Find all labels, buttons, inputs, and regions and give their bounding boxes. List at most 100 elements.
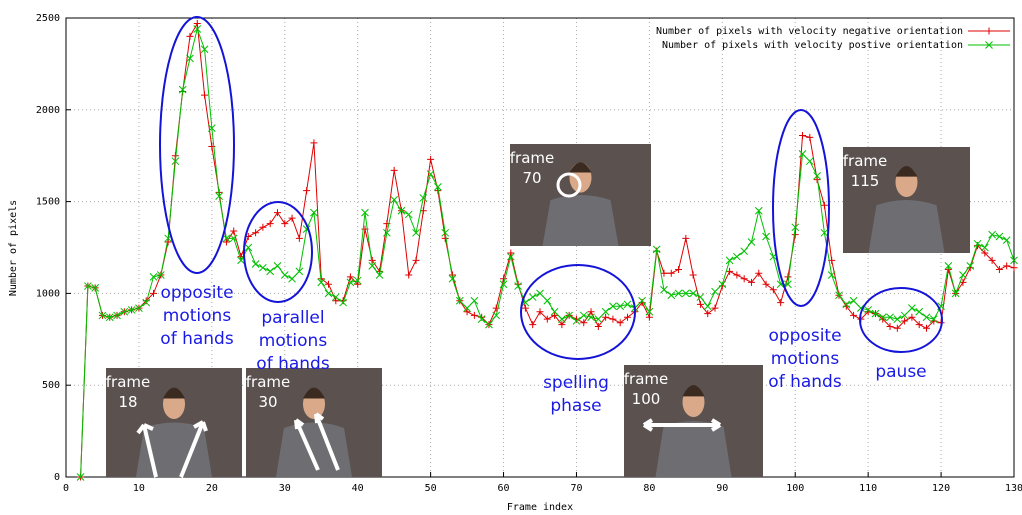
point-marker <box>543 296 552 305</box>
point-marker <box>105 313 114 322</box>
point-marker <box>230 227 238 235</box>
point-marker <box>981 249 989 257</box>
plot-frame <box>65 17 1015 478</box>
highlight-circle <box>556 172 582 198</box>
y-tick-label: 2000 <box>36 105 60 116</box>
point-marker <box>332 297 340 305</box>
y-axis-label: Number of pixels <box>8 200 19 296</box>
point-marker <box>207 124 216 133</box>
point-marker <box>273 262 282 270</box>
annotation: motions <box>771 349 840 369</box>
point-marker <box>1002 236 1011 245</box>
point-marker <box>193 20 201 28</box>
annotation: motions <box>259 331 328 351</box>
point-marker <box>558 321 566 329</box>
point-marker <box>470 311 478 319</box>
point-marker <box>244 243 253 252</box>
point-marker <box>602 313 610 321</box>
point-marker <box>477 315 486 323</box>
point-marker <box>84 282 92 290</box>
point-marker <box>288 214 296 222</box>
point-marker <box>135 304 143 312</box>
y-tick-label: 2500 <box>36 13 60 24</box>
point-marker <box>427 155 435 163</box>
point-marker <box>492 304 500 312</box>
point-marker <box>878 313 887 322</box>
point-marker <box>252 229 260 237</box>
point-marker <box>944 262 953 270</box>
point-marker <box>572 317 581 325</box>
point-marker <box>1010 256 1018 265</box>
point-marker <box>412 256 420 264</box>
point-marker <box>485 320 493 329</box>
point-marker <box>652 245 661 254</box>
point-marker <box>127 306 136 314</box>
x-tick-label: 80 <box>643 483 655 494</box>
point-marker <box>995 266 1003 274</box>
point-marker <box>733 271 741 279</box>
y-tick-label: 0 <box>54 472 60 483</box>
point-marker <box>951 289 960 298</box>
annotation: of hands <box>256 354 330 374</box>
point-marker <box>922 324 930 332</box>
point-marker <box>222 234 231 243</box>
point-marker <box>412 228 420 237</box>
point-marker <box>404 210 413 219</box>
point-marker <box>419 194 428 202</box>
point-marker <box>426 170 435 178</box>
photo-hair <box>682 385 705 397</box>
point-marker <box>325 280 333 288</box>
point-marker <box>624 313 632 321</box>
inset-photo: frame 70 <box>510 144 651 246</box>
point-marker <box>91 284 100 292</box>
point-marker <box>835 291 843 300</box>
y-tick-label: 500 <box>42 380 60 391</box>
point-marker <box>507 249 515 257</box>
point-marker <box>791 231 799 239</box>
photo-hair <box>163 387 185 399</box>
point-marker <box>331 293 340 301</box>
point-marker <box>229 234 238 243</box>
inset-label: 70 <box>522 169 541 187</box>
point-marker <box>288 274 296 283</box>
point-marker <box>543 315 551 323</box>
point-marker <box>784 280 792 289</box>
point-marker <box>98 311 107 320</box>
point-marker <box>703 302 712 311</box>
point-marker <box>463 308 471 316</box>
point-marker <box>390 195 399 204</box>
point-marker <box>733 252 741 261</box>
point-marker <box>805 157 814 166</box>
point-marker <box>280 271 289 279</box>
point-marker <box>266 267 275 276</box>
point-marker <box>506 252 515 261</box>
point-marker <box>799 132 807 140</box>
point-marker <box>740 247 749 256</box>
point-marker <box>820 201 828 209</box>
inset-label: 100 <box>632 390 661 408</box>
point-marker <box>390 166 398 174</box>
annotation: of hands <box>160 329 234 349</box>
point-marker <box>696 300 704 308</box>
inset-label: frame <box>510 149 554 167</box>
point-marker <box>499 280 508 289</box>
point-marker <box>281 220 289 228</box>
photo-hair <box>895 166 918 177</box>
x-tick-label: 100 <box>786 483 804 494</box>
point-marker <box>900 311 909 320</box>
point-marker <box>550 307 559 316</box>
point-marker <box>142 298 151 307</box>
point-marker <box>251 260 260 268</box>
highlight-ellipse <box>520 264 636 360</box>
point-marker <box>908 313 916 321</box>
point-marker <box>980 243 989 252</box>
point-marker <box>827 271 836 279</box>
point-marker <box>120 307 129 316</box>
y-tick-label: 1000 <box>36 288 60 299</box>
x-tick-label: 30 <box>279 483 291 494</box>
point-marker <box>791 223 800 232</box>
legend-label: Number of pixels with velocity postive o… <box>662 40 963 51</box>
point-marker <box>682 234 690 242</box>
point-marker <box>988 230 996 239</box>
point-marker <box>186 32 194 40</box>
